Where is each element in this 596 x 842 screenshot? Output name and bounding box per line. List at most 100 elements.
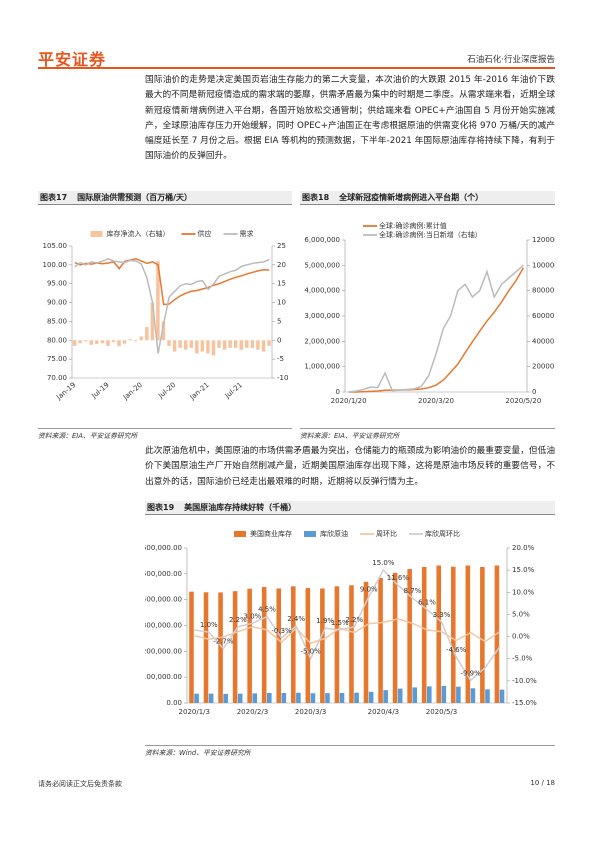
y-tick-label: 10.0%	[512, 588, 535, 596]
y-tick-label: -5	[277, 355, 284, 363]
figure-caption: 国际原油供需预测（百万桶/天）	[77, 193, 193, 202]
data-label: 2.2%	[345, 616, 363, 624]
data-label: -9.9%	[460, 669, 481, 677]
y-tick-label: 0	[532, 388, 536, 396]
line-series	[348, 267, 525, 393]
data-label: 11.6%	[387, 574, 410, 582]
bar	[111, 340, 116, 343]
bar	[378, 577, 383, 703]
y-tick-label: 4,000,000	[304, 287, 340, 295]
bar	[228, 340, 232, 348]
bar	[247, 588, 252, 703]
x-tick-label: 2020/5/20	[505, 397, 541, 405]
line-series	[74, 258, 270, 354]
bar	[256, 340, 260, 350]
bar	[156, 261, 160, 341]
bar	[78, 340, 82, 344]
bar	[128, 339, 132, 341]
bar	[183, 340, 188, 350]
y-tick-label: 400,000.00	[145, 596, 182, 604]
figure-title: 图表18 全球新冠疫情新增病例进入平台期（个）	[300, 191, 555, 205]
x-tick-label: Jan-21	[188, 381, 211, 402]
data-label: 9.0%	[360, 586, 378, 594]
data-label: 2.4%	[287, 615, 305, 623]
legend: 美国商业库存 库欣原油 周环比 库欣周环比	[234, 529, 460, 538]
y-tick-label: 90.00	[47, 299, 67, 307]
y-tick-label: 100.00	[43, 261, 68, 269]
y-tick-label: 40000	[532, 337, 554, 345]
chart: 0 1,000,000 2,000,000 3,000,000 4,000,000 5,0…	[304, 221, 555, 405]
bar	[354, 692, 359, 703]
figure-title: 图表17 国际原油供需预测（百万桶/天）	[38, 191, 292, 205]
y-tick-label: 3,000,000	[304, 312, 340, 320]
paragraph: 此次原油危机中，美国原油的市场供需矛盾最为突出，仓储能力的瓶颈成为影响油价的最重…	[145, 446, 555, 487]
y-tick-label: 300,000.00	[145, 622, 182, 630]
y-tick-label: 100,000.00	[145, 673, 182, 681]
bar	[223, 693, 228, 703]
data-label: -2.7%	[213, 638, 234, 646]
bar	[72, 340, 77, 346]
legend-swatch	[234, 531, 246, 537]
y-tick-label: 25	[277, 242, 286, 250]
bar	[139, 336, 143, 341]
source-note: 资料来源：EIA、平安证券研究所	[300, 428, 555, 440]
bar	[334, 586, 340, 703]
legend-label: 库欣原油	[320, 529, 348, 538]
data-label: 3.0%	[244, 612, 262, 620]
figure-number: 图表18	[302, 193, 330, 202]
y-tick-label: 0	[336, 388, 340, 396]
bar	[305, 588, 311, 703]
bar	[172, 340, 177, 352]
data-label: -4.6%	[446, 646, 467, 654]
y-tick-label: 100000	[532, 261, 555, 269]
bar	[368, 691, 374, 703]
x-tick-label: 2020/1/20	[331, 397, 367, 405]
legend-swatch	[90, 231, 103, 237]
bar	[237, 693, 243, 703]
bar	[320, 588, 325, 703]
figure-caption: 全球新冠疫情新增病例进入平台期（个）	[339, 193, 484, 202]
header-rule	[38, 67, 555, 69]
y-tick-label: 5	[277, 317, 281, 325]
bar	[456, 686, 461, 703]
y-tick-label: 60000	[532, 312, 554, 320]
y-tick-label: 15	[277, 280, 286, 288]
bar	[296, 692, 301, 703]
bar	[427, 686, 432, 703]
bar	[451, 566, 456, 703]
bar	[117, 340, 121, 347]
y-tick-label: 80000	[532, 287, 554, 295]
y-tick-label: 0	[277, 336, 281, 344]
y-tick-label: 600,000.00	[145, 544, 182, 552]
bar	[499, 689, 505, 703]
bar	[195, 340, 199, 354]
data-label: 15.0%	[372, 559, 395, 567]
figure-caption: 美国原油库存持续好转（千桶）	[184, 503, 297, 512]
data-label: 4.5%	[258, 606, 276, 614]
bar	[150, 302, 155, 341]
y-tick-label: 80.00	[47, 336, 67, 344]
bar	[397, 688, 403, 703]
figure-number: 图表19	[147, 503, 175, 512]
x-tick-label: 2020/3/3	[295, 708, 326, 716]
y-tick-label: 70.00	[47, 374, 67, 382]
bar	[412, 687, 418, 703]
bar	[470, 688, 476, 703]
bar	[100, 340, 105, 344]
bar	[261, 340, 266, 352]
bar	[267, 340, 271, 346]
y-tick-label: -10	[277, 374, 288, 382]
y-tick-label: 105.00	[43, 242, 68, 250]
bar	[89, 340, 93, 345]
legend: 库存净流入（右轴） 供应 需求	[90, 229, 254, 238]
bar	[339, 692, 345, 703]
figure-number: 图表17	[40, 193, 68, 202]
y-tick-label: 500,000.00	[145, 570, 182, 578]
data-label: 2.2%	[229, 616, 247, 624]
bar	[208, 693, 214, 703]
bar	[161, 321, 166, 341]
y-tick-label: -10.0%	[512, 677, 537, 685]
y-tick-label: 15.0%	[512, 566, 535, 574]
bar	[233, 340, 238, 348]
bar	[421, 566, 427, 703]
